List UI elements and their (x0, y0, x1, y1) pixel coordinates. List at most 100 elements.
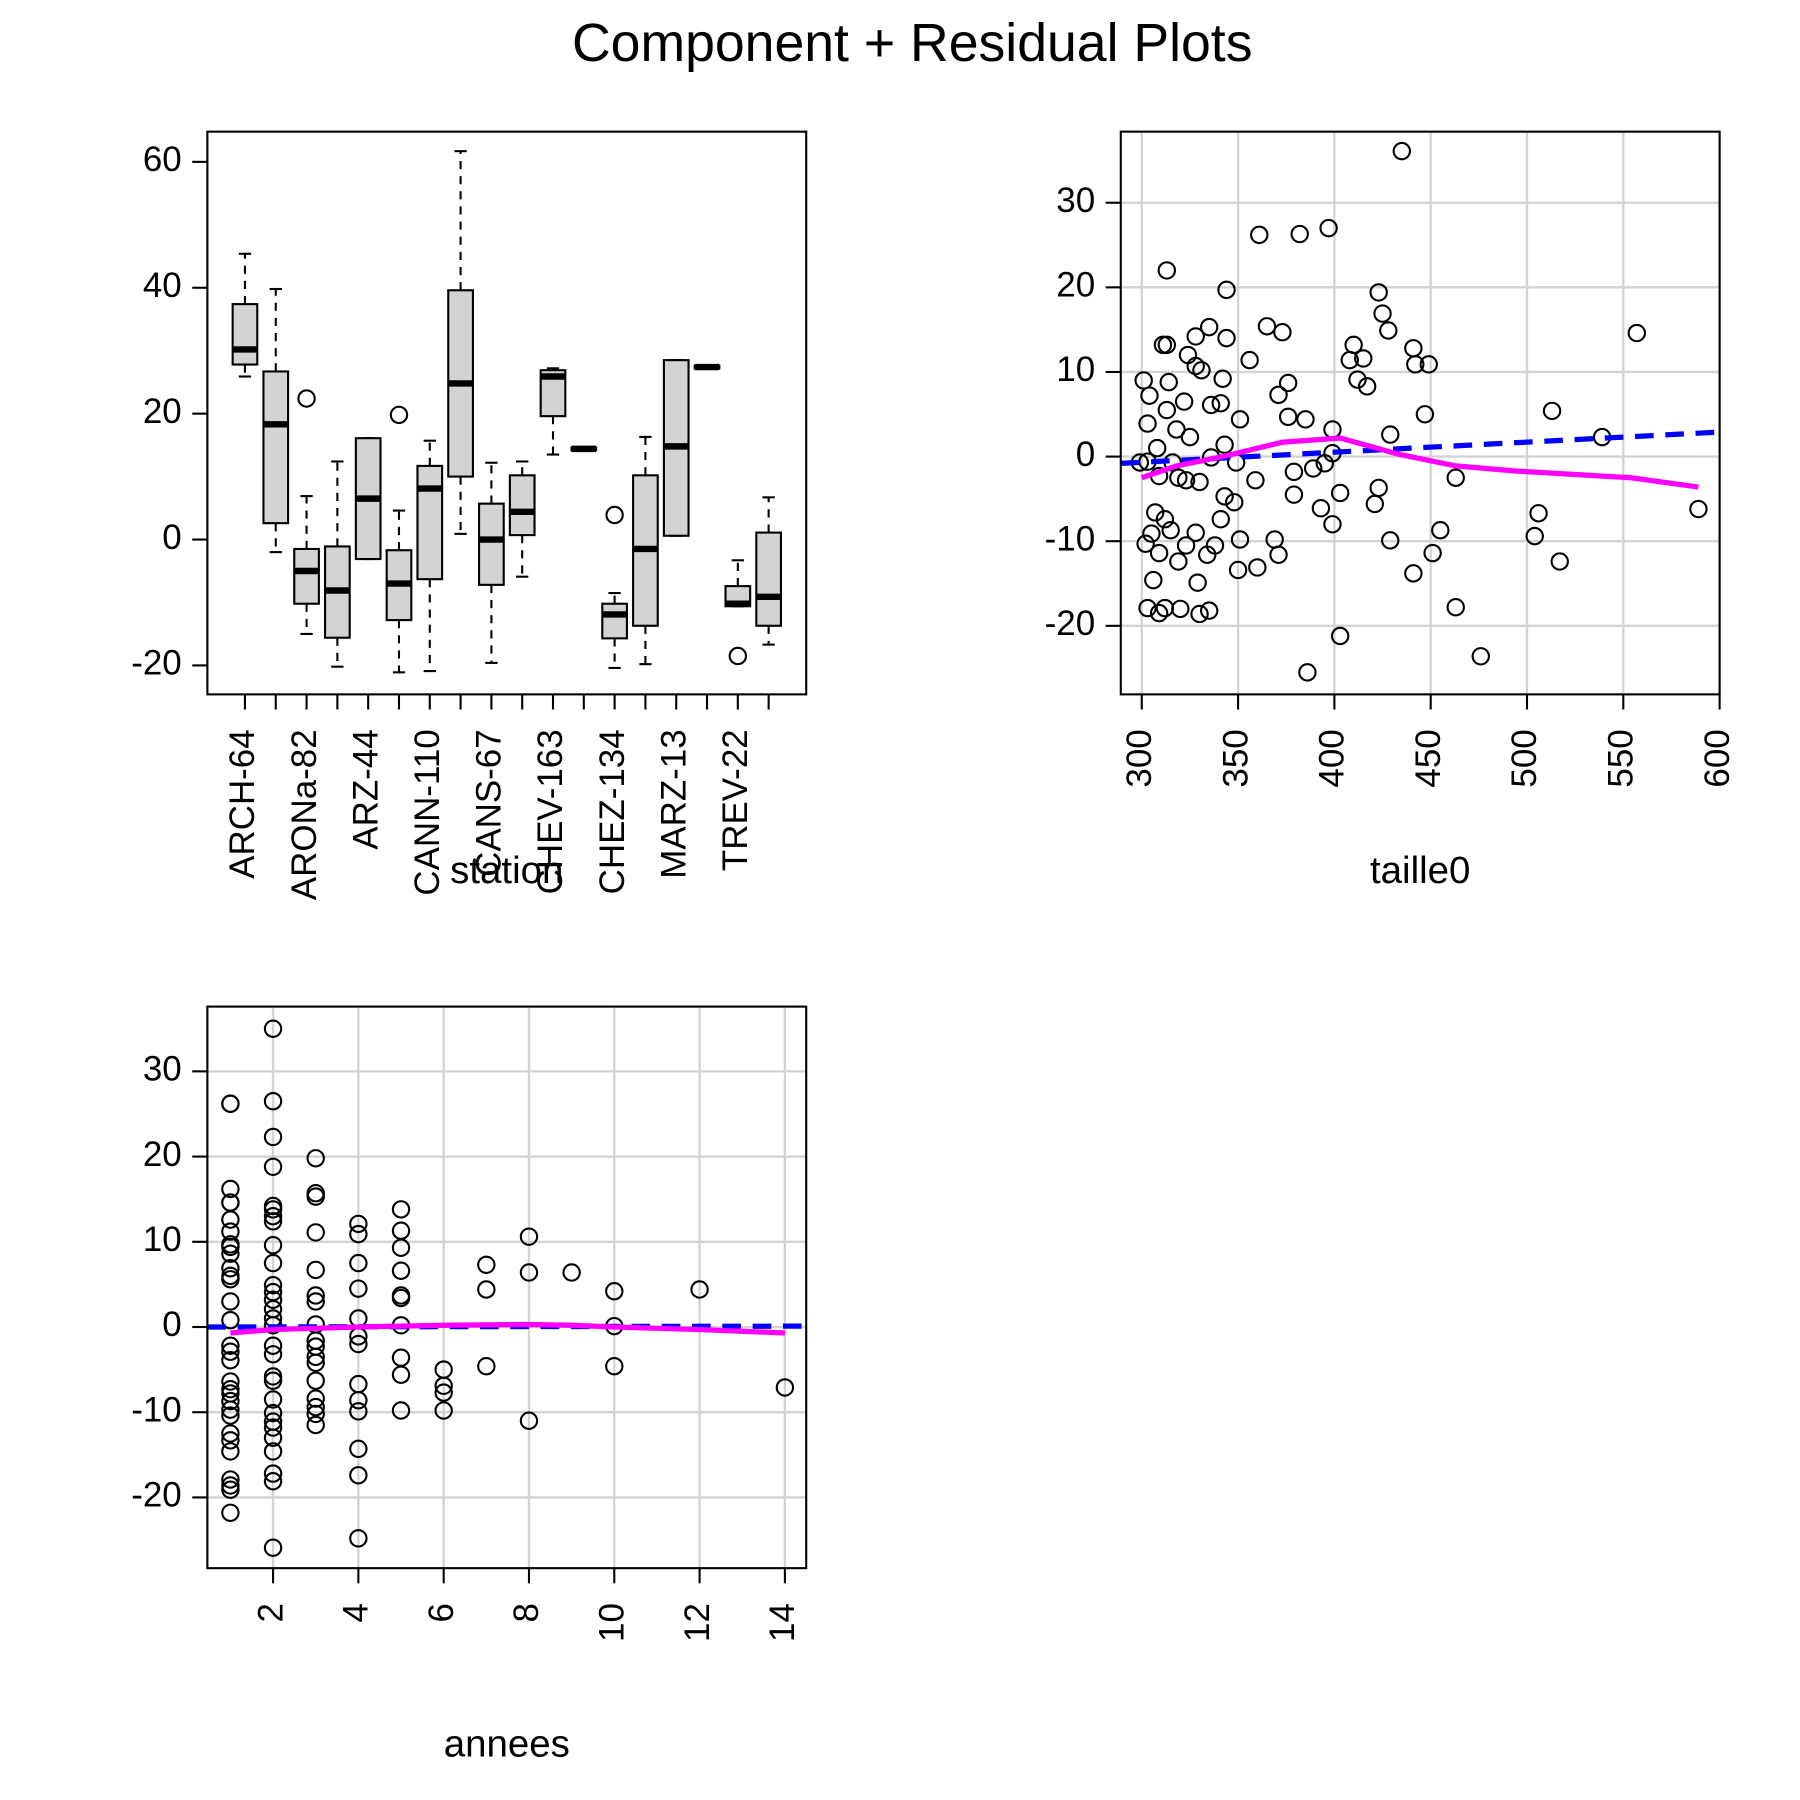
point (349, 1224, 368, 1244)
point (306, 1149, 325, 1168)
x-tick-label: CANN-110 (408, 729, 447, 895)
point (1136, 534, 1155, 553)
point (221, 1400, 240, 1419)
x-tick-label: 600 (1698, 729, 1737, 787)
x-tick-label: 450 (1409, 729, 1448, 787)
point (349, 1279, 368, 1298)
point (1330, 626, 1350, 646)
point (1404, 564, 1423, 583)
point (1340, 350, 1359, 370)
point (391, 1401, 411, 1420)
point (221, 1480, 240, 1499)
point (1171, 599, 1190, 619)
point (306, 1292, 325, 1311)
x-tick-label: CHEZ-134 (593, 729, 632, 894)
point (1357, 377, 1377, 396)
point (1169, 468, 1188, 487)
point (1529, 504, 1548, 523)
plot-frame (206, 1005, 808, 1570)
point (349, 1529, 368, 1548)
point (349, 1253, 368, 1273)
point (391, 1365, 411, 1384)
point (1167, 420, 1186, 439)
point (1213, 369, 1232, 388)
point (221, 1244, 240, 1263)
y-tick-label: 0 (162, 518, 181, 557)
figure-title: Component + Residual Plots (572, 13, 1253, 73)
point (1379, 321, 1398, 340)
point (221, 1259, 240, 1278)
point (519, 1411, 539, 1430)
x-tick-label: 8 (507, 1603, 546, 1622)
point (1215, 487, 1234, 506)
point (1284, 462, 1304, 482)
point (263, 1428, 283, 1447)
point (306, 1397, 325, 1417)
point (1431, 521, 1450, 540)
point (1186, 327, 1205, 346)
point (1161, 521, 1180, 540)
box (262, 370, 290, 525)
point (391, 1200, 411, 1219)
point (263, 1019, 283, 1038)
plot-frame (206, 130, 808, 696)
point (263, 1403, 283, 1423)
point (775, 1378, 795, 1397)
point (349, 1402, 368, 1421)
point (391, 1288, 411, 1308)
point (1246, 471, 1265, 490)
smooth-line (1140, 435, 1699, 490)
point (434, 1383, 453, 1402)
point (1186, 523, 1205, 542)
point (349, 1334, 368, 1354)
point (263, 1538, 283, 1557)
point (263, 1464, 283, 1483)
point (1199, 317, 1219, 337)
point (306, 1347, 325, 1367)
point (306, 1223, 325, 1242)
outlier (728, 646, 748, 666)
point (1348, 370, 1367, 389)
point (1201, 395, 1221, 415)
point (1365, 494, 1385, 514)
point (1369, 283, 1388, 302)
point (1269, 385, 1288, 405)
point (221, 1336, 240, 1355)
point (221, 1431, 240, 1450)
point (1157, 400, 1177, 420)
point (477, 1255, 496, 1275)
point (1174, 392, 1194, 411)
box (478, 502, 505, 586)
point (1303, 459, 1323, 478)
point (221, 1351, 240, 1370)
point (1311, 499, 1331, 518)
point (1138, 414, 1157, 433)
point (1392, 141, 1412, 161)
x-axis-label: station (450, 849, 563, 892)
point (1406, 355, 1425, 374)
x-tick-label: 350 (1216, 729, 1255, 787)
x-tick-label: CANS-67 (470, 729, 509, 877)
outlier (605, 505, 624, 525)
outlier (297, 389, 316, 408)
point (1159, 372, 1178, 392)
point (306, 1260, 325, 1280)
smooth-line (230, 1321, 785, 1336)
point (1298, 663, 1317, 682)
x-tick-label: 10 (593, 1603, 632, 1642)
point (1319, 218, 1338, 238)
point (349, 1439, 368, 1459)
point (477, 1356, 496, 1376)
box (416, 464, 444, 581)
x-tick-label: ARZ-44 (346, 729, 385, 849)
y-tick-label: 40 (143, 266, 182, 305)
y-tick-label: 60 (143, 140, 182, 179)
point (221, 1270, 240, 1289)
point (1142, 524, 1161, 543)
point (1471, 647, 1490, 666)
point (306, 1371, 325, 1390)
point (605, 1356, 624, 1376)
point (1689, 499, 1708, 519)
point (1190, 472, 1209, 492)
